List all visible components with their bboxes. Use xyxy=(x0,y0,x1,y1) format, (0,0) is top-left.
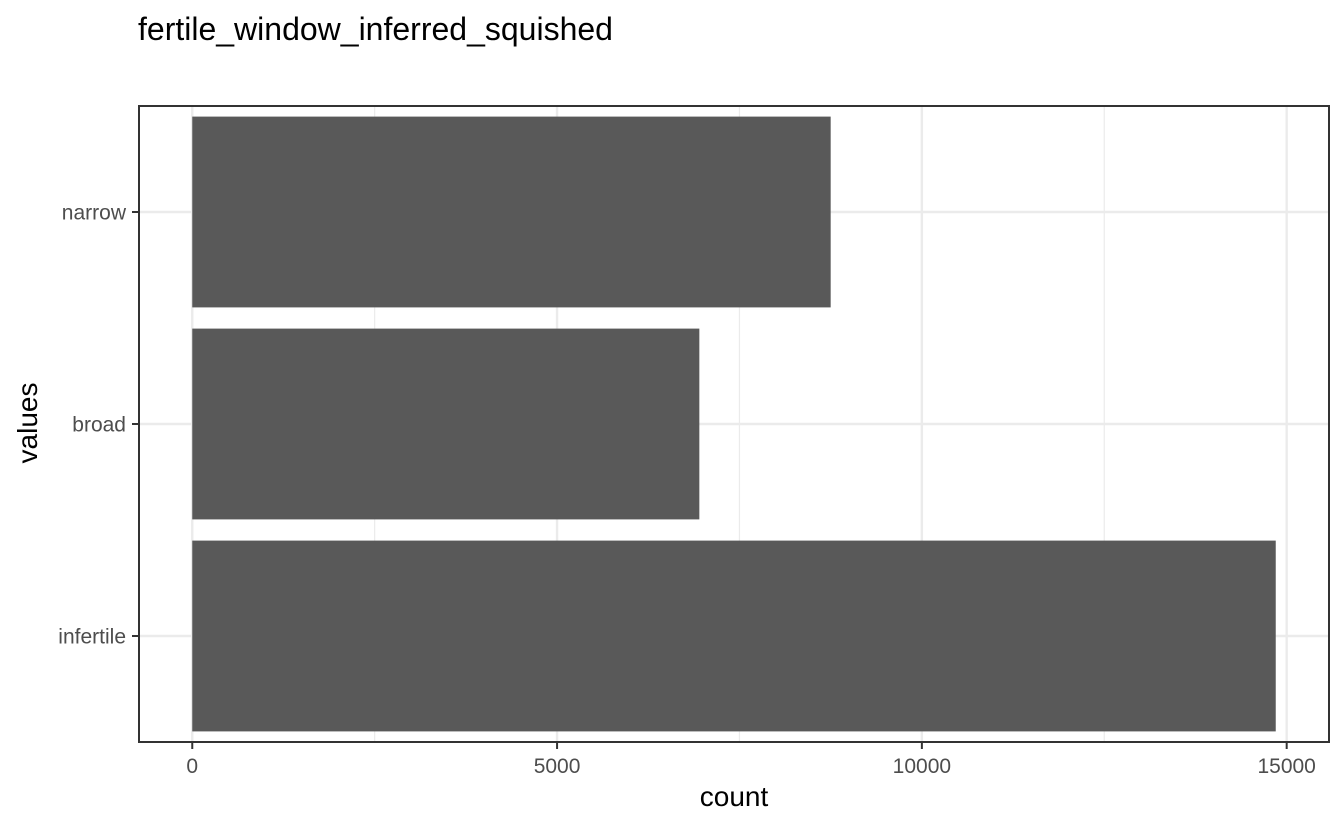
bar-narrow xyxy=(192,116,831,308)
y-tick-label-broad: broad xyxy=(72,414,126,437)
x-tick-label: 0 xyxy=(186,755,198,778)
y-axis: infertile broad narrow xyxy=(58,202,139,649)
x-axis: 0 5000 10000 15000 xyxy=(186,742,1316,778)
y-axis-title: values xyxy=(12,383,43,464)
x-tick-label: 5000 xyxy=(534,755,581,778)
chart-title: fertile_window_inferred_squished xyxy=(138,11,613,47)
x-tick-label: 15000 xyxy=(1257,755,1315,778)
bar-infertile xyxy=(192,540,1276,732)
plot-panel xyxy=(138,105,1330,743)
y-tick-label-narrow: narrow xyxy=(62,202,127,225)
y-tick-label-infertile: infertile xyxy=(58,626,126,649)
x-axis-title: count xyxy=(700,781,769,812)
bar-broad xyxy=(192,328,700,520)
x-tick-label: 10000 xyxy=(893,755,951,778)
